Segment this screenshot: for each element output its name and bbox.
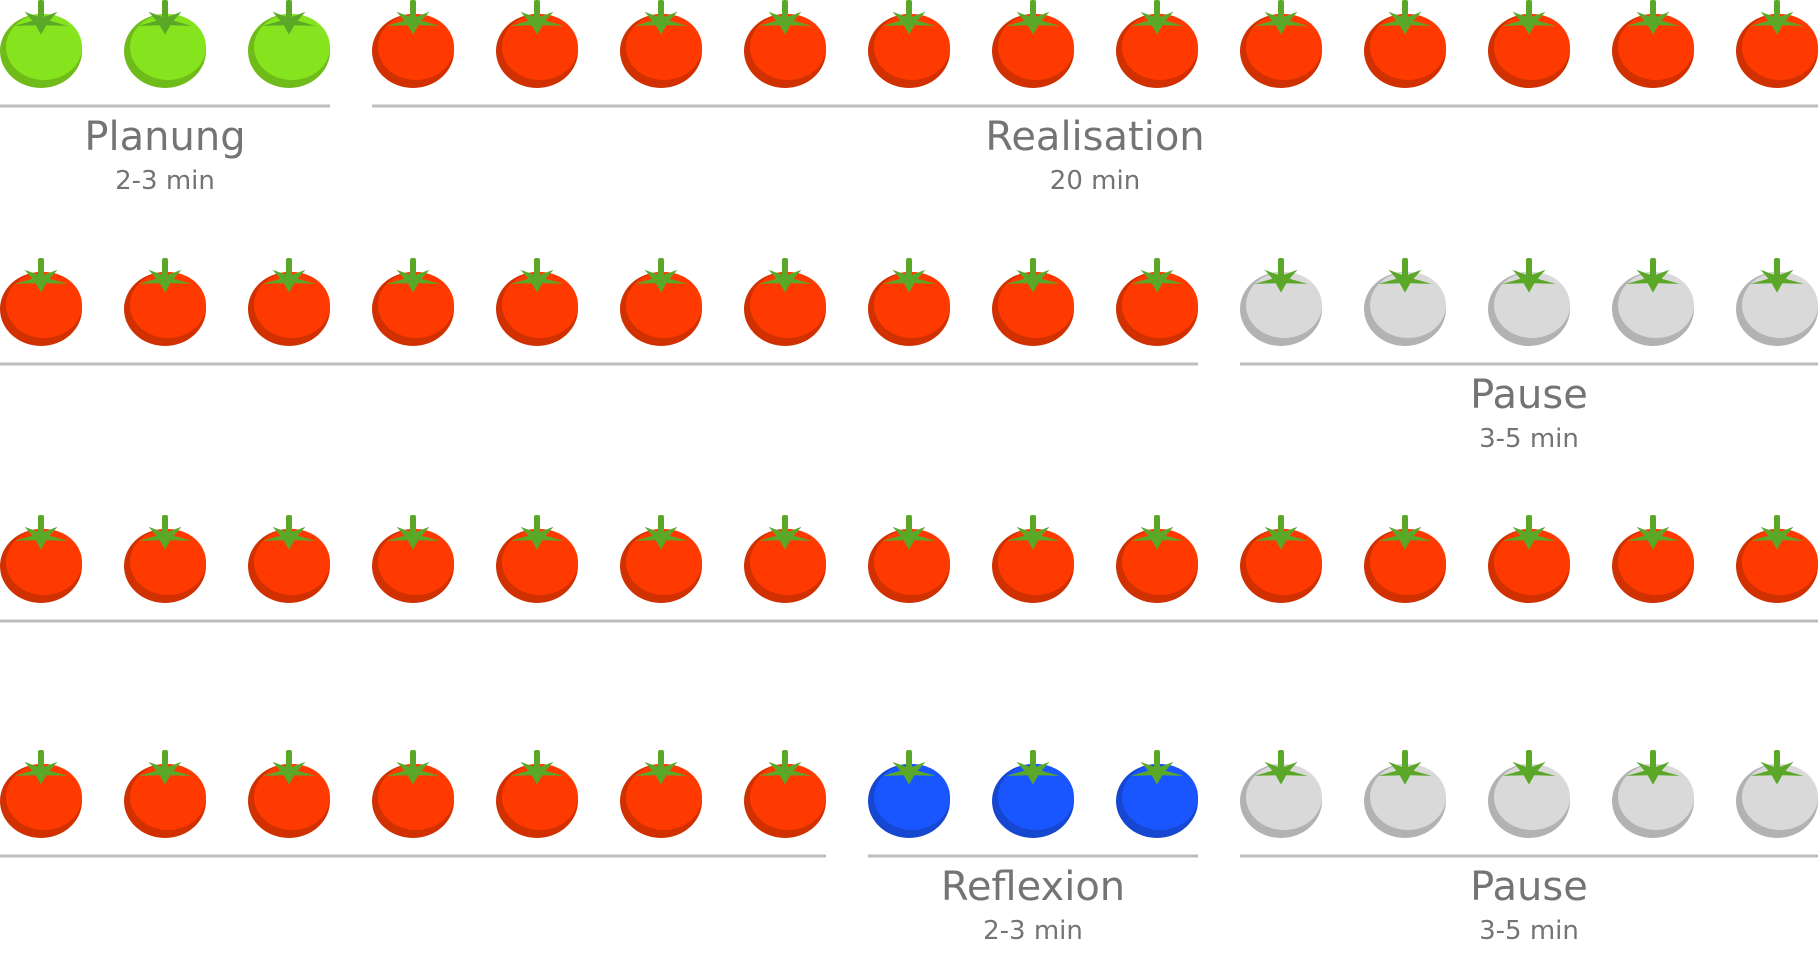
schedule-row: Pause 3-5 min bbox=[0, 258, 1818, 454]
tomato-realisation bbox=[0, 750, 82, 838]
tomato-realisation bbox=[868, 258, 950, 346]
tomato-realisation bbox=[744, 0, 826, 88]
phase-duration: 3-5 min bbox=[1479, 916, 1579, 946]
tomato-realisation bbox=[620, 515, 702, 603]
tomato-realisation bbox=[496, 750, 578, 838]
tomato-realisation bbox=[372, 0, 454, 88]
tomato-realisation bbox=[1240, 515, 1322, 603]
tomato-realisation bbox=[1612, 0, 1694, 88]
tomato-realisation bbox=[1736, 0, 1818, 88]
phase-label: Reflexion bbox=[941, 864, 1125, 910]
phase-label: Pause bbox=[1470, 372, 1588, 418]
tomato-pause bbox=[1612, 750, 1694, 838]
tomato-realisation bbox=[496, 515, 578, 603]
tomato-realisation bbox=[868, 515, 950, 603]
tomato-realisation bbox=[620, 258, 702, 346]
tomato-realisation bbox=[248, 515, 330, 603]
phase-duration: 20 min bbox=[1050, 166, 1140, 196]
tomato-realisation bbox=[1488, 515, 1570, 603]
tomato-pause bbox=[1240, 750, 1322, 838]
tomato-realisation bbox=[992, 258, 1074, 346]
tomato-pause bbox=[1364, 750, 1446, 838]
tomato-realisation bbox=[1364, 0, 1446, 88]
phase-duration: 2-3 min bbox=[983, 916, 1083, 946]
tomato-reflexion bbox=[992, 750, 1074, 838]
tomato-realisation bbox=[868, 0, 950, 88]
tomato-realisation bbox=[1488, 0, 1570, 88]
tomato-pause bbox=[1612, 258, 1694, 346]
tomato-realisation bbox=[0, 258, 82, 346]
tomato-pause bbox=[1364, 258, 1446, 346]
tomato-pause bbox=[1488, 750, 1570, 838]
tomato-realisation bbox=[372, 515, 454, 603]
tomato-realisation bbox=[124, 258, 206, 346]
tomato-realisation bbox=[372, 750, 454, 838]
tomato-realisation bbox=[620, 750, 702, 838]
tomato-planning bbox=[124, 0, 206, 88]
phase-duration: 2-3 min bbox=[115, 166, 215, 196]
tomato-realisation bbox=[1736, 515, 1818, 603]
tomato-realisation bbox=[1116, 515, 1198, 603]
tomato-realisation bbox=[248, 750, 330, 838]
tomato-realisation bbox=[744, 750, 826, 838]
tomato-realisation bbox=[1116, 258, 1198, 346]
tomato-reflexion bbox=[1116, 750, 1198, 838]
tomato-realisation bbox=[992, 515, 1074, 603]
tomato-realisation bbox=[372, 258, 454, 346]
schedule-row bbox=[0, 515, 1818, 623]
tomato-realisation bbox=[992, 0, 1074, 88]
tomato-realisation bbox=[620, 0, 702, 88]
tomato-pause bbox=[1736, 750, 1818, 838]
tomato-realisation bbox=[124, 515, 206, 603]
tomato-realisation bbox=[1612, 515, 1694, 603]
phase-label: Pause bbox=[1470, 864, 1588, 910]
tomato-realisation bbox=[744, 258, 826, 346]
tomato-pause bbox=[1488, 258, 1570, 346]
tomato-reflexion bbox=[868, 750, 950, 838]
tomato-realisation bbox=[0, 515, 82, 603]
schedule-row: Planung 2-3 min Realisation 20 min bbox=[0, 0, 1818, 196]
tomato-pause bbox=[1240, 258, 1322, 346]
tomato-realisation bbox=[1116, 0, 1198, 88]
phase-label: Realisation bbox=[985, 114, 1204, 160]
tomato-realisation bbox=[124, 750, 206, 838]
phase-label: Planung bbox=[84, 114, 245, 160]
tomato-realisation bbox=[1240, 0, 1322, 88]
tomato-realisation bbox=[496, 258, 578, 346]
tomato-planning bbox=[0, 0, 82, 88]
phase-duration: 3-5 min bbox=[1479, 424, 1579, 454]
tomato-pause bbox=[1736, 258, 1818, 346]
tomato-realisation bbox=[248, 258, 330, 346]
schedule-row: Reflexion 2-3 min Pause 3-5 min bbox=[0, 750, 1818, 946]
tomato-realisation bbox=[1364, 515, 1446, 603]
tomato-planning bbox=[248, 0, 330, 88]
tomato-realisation bbox=[744, 515, 826, 603]
tomato-realisation bbox=[496, 0, 578, 88]
